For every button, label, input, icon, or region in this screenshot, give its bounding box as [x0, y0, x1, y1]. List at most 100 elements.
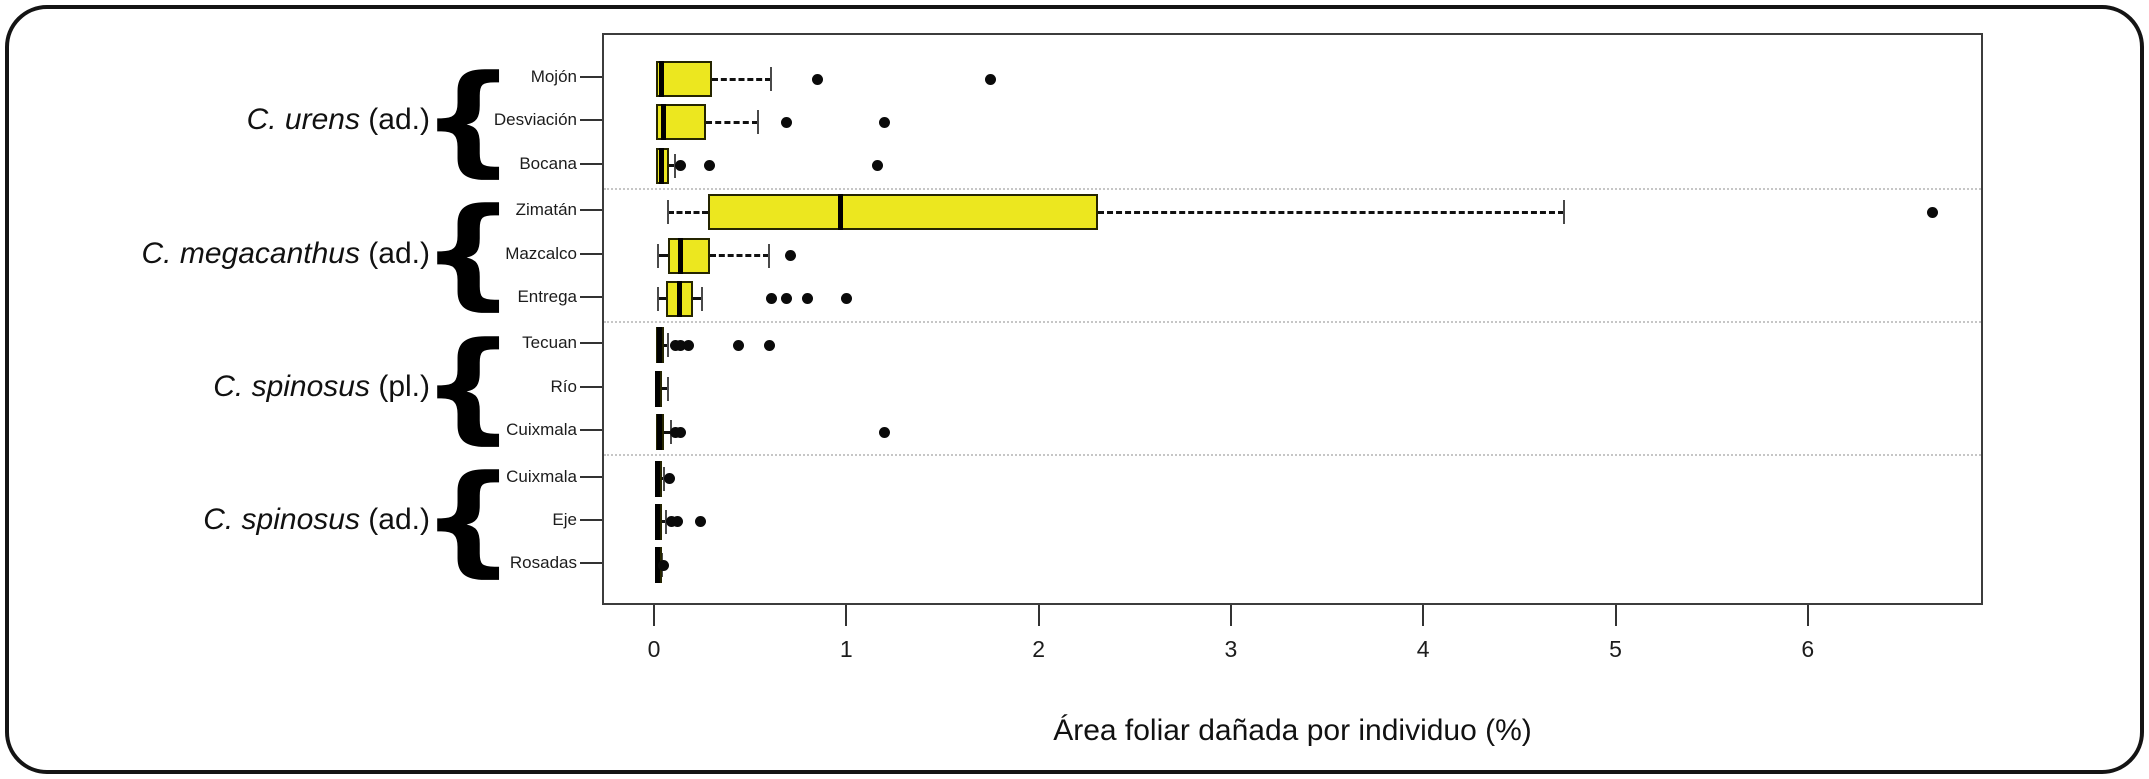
whisker-cap — [756, 110, 759, 135]
outlier-dot — [669, 426, 681, 438]
whisker-cap — [664, 509, 667, 534]
x-tick-label: 6 — [1801, 636, 1815, 662]
group-separator — [604, 187, 1981, 190]
x-tick — [1614, 605, 1617, 626]
site-label: Tecuan — [522, 333, 577, 353]
y-tick — [580, 252, 602, 255]
group-brace-icon: { — [420, 317, 516, 457]
median-line — [678, 237, 684, 274]
outlier-dot — [663, 473, 675, 485]
species-stage: (pl.) — [370, 369, 430, 403]
whisker-cap — [674, 153, 677, 178]
x-tick-label: 1 — [839, 636, 853, 662]
group-separator — [604, 454, 1981, 457]
whisker-line — [657, 297, 666, 301]
median-line — [676, 280, 682, 317]
x-tick-label: 3 — [1224, 636, 1238, 662]
y-tick — [580, 162, 602, 165]
y-tick — [580, 385, 602, 388]
y-tick — [580, 342, 602, 345]
x-tick — [653, 605, 655, 626]
whisker-cap — [666, 376, 669, 401]
site-label: Cuixmala — [506, 466, 577, 486]
outlier-dot — [879, 116, 891, 128]
median-line — [655, 370, 661, 407]
outlier-dot — [675, 426, 687, 438]
species-group-label: C. megacanthus (ad.) — [10, 236, 430, 270]
group-separator — [604, 321, 1981, 324]
site-label: Entrega — [517, 286, 577, 306]
median-line — [661, 104, 667, 141]
group-brace-icon: { — [420, 184, 516, 323]
y-tick — [580, 475, 602, 478]
outlier-dot — [985, 73, 997, 85]
whisker-line — [667, 210, 708, 214]
y-tick — [580, 562, 602, 565]
y-tick — [580, 119, 602, 122]
y-tick — [580, 76, 602, 78]
whisker-line — [692, 297, 703, 301]
species-name: C. spinosus — [203, 502, 360, 536]
outlier-dot — [840, 293, 852, 305]
whisker-cap — [656, 243, 659, 268]
outlier-dot — [781, 116, 793, 128]
outlier-dot — [871, 160, 883, 172]
median-line — [655, 547, 661, 584]
whisker-cap — [662, 466, 665, 491]
median-line — [655, 460, 661, 497]
y-tick — [580, 209, 602, 212]
outlier-dot — [694, 516, 706, 528]
whisker-line — [711, 77, 772, 81]
plot-area — [602, 33, 1983, 605]
site-label: Bocana — [519, 153, 577, 173]
whisker-line — [663, 343, 668, 347]
x-tick — [1037, 605, 1040, 626]
whisker-line — [657, 254, 668, 257]
whisker-line — [1098, 210, 1564, 214]
y-tick — [580, 429, 602, 431]
site-label: Mazcalco — [505, 243, 577, 263]
whisker-line — [661, 387, 668, 391]
species-name: C. urens — [246, 103, 360, 137]
species-stage: (ad.) — [359, 502, 430, 536]
outlier-dot — [1927, 206, 1939, 218]
group-brace-icon: { — [420, 450, 516, 590]
outlier-dot — [879, 426, 891, 438]
site-label: Mojón — [530, 67, 577, 86]
x-tick-label: 5 — [1609, 636, 1622, 662]
outlier-dot — [665, 516, 677, 528]
whisker-line — [705, 120, 758, 124]
site-label: Rosadas — [509, 553, 577, 573]
outlier-dot — [675, 160, 687, 172]
whisker-cap — [1562, 200, 1565, 225]
box — [707, 194, 1099, 231]
whisker-line — [661, 520, 666, 524]
median-line — [657, 327, 663, 364]
site-label: Zimatán — [515, 200, 577, 220]
median-line — [838, 194, 844, 231]
outlier-dot — [733, 339, 745, 351]
x-tick-label: 2 — [1032, 636, 1045, 662]
outlier-dot — [785, 250, 797, 261]
x-tick — [1229, 605, 1232, 626]
outlier-dot — [763, 339, 775, 351]
y-tick — [580, 518, 602, 521]
group-brace-icon: { — [420, 50, 516, 190]
species-group-label: C. urens (ad.) — [10, 104, 430, 136]
median-line — [657, 414, 663, 450]
outlier-dot — [671, 516, 683, 528]
whisker-line — [669, 164, 676, 168]
whisker-cap — [770, 67, 773, 91]
species-name: C. megacanthus — [141, 236, 360, 270]
whisker-cap — [666, 200, 669, 225]
species-stage: (ad.) — [359, 103, 430, 137]
whisker-cap — [656, 286, 659, 311]
median-line — [659, 147, 665, 184]
species-stage: (ad.) — [359, 236, 430, 270]
x-tick — [845, 605, 848, 626]
outlier-dot — [683, 339, 695, 351]
whisker-line — [663, 430, 672, 434]
outlier-dot — [781, 293, 793, 305]
figure-frame — [5, 5, 2144, 774]
